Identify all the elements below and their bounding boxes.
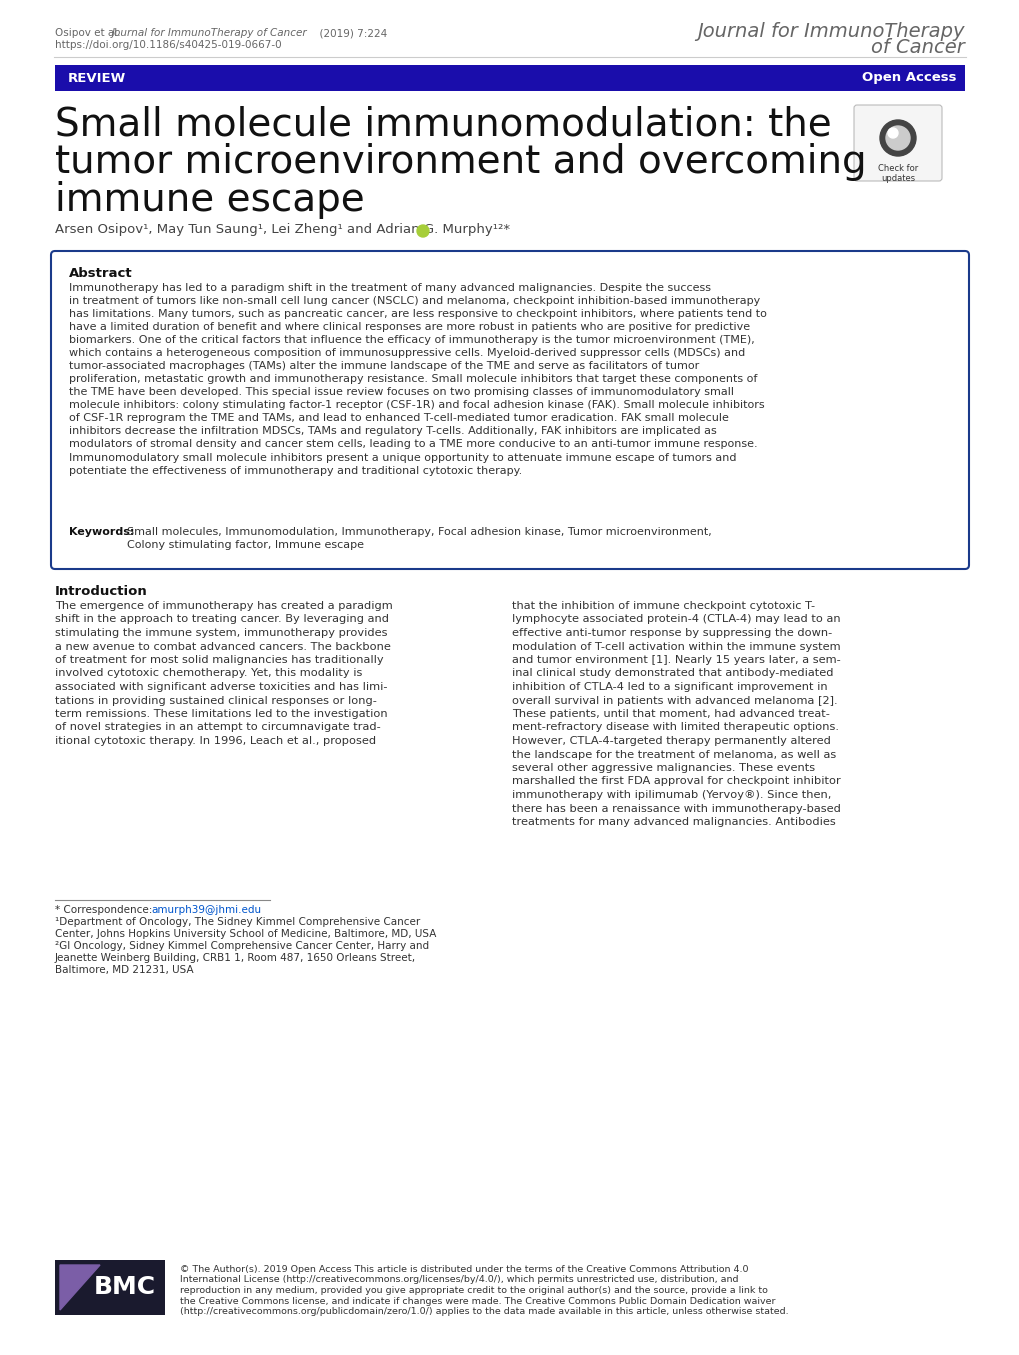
Text: ment-refractory disease with limited therapeutic options.: ment-refractory disease with limited the… [512, 722, 839, 733]
Text: of novel strategies in an attempt to circumnavigate trad-: of novel strategies in an attempt to cir… [55, 722, 380, 733]
Text: and tumor environment [1]. Nearly 15 years later, a sem-: and tumor environment [1]. Nearly 15 yea… [512, 654, 840, 665]
Text: associated with significant adverse toxicities and has limi-: associated with significant adverse toxi… [55, 682, 387, 692]
Text: Check for
updates: Check for updates [877, 164, 917, 183]
Text: Journal for ImmunoTherapy of Cancer: Journal for ImmunoTherapy of Cancer [112, 28, 308, 38]
Text: immunotherapy with ipilimumab (Yervoy®). Since then,: immunotherapy with ipilimumab (Yervoy®).… [512, 790, 830, 799]
Text: Keywords:: Keywords: [69, 527, 135, 537]
Text: modulation of T-cell activation within the immune system: modulation of T-cell activation within t… [512, 641, 840, 652]
Text: of treatment for most solid malignancies has traditionally: of treatment for most solid malignancies… [55, 654, 383, 665]
Text: there has been a renaissance with immunotherapy-based: there has been a renaissance with immuno… [512, 804, 840, 813]
Text: inal clinical study demonstrated that antibody-mediated: inal clinical study demonstrated that an… [512, 668, 833, 679]
Text: marshalled the first FDA approval for checkpoint inhibitor: marshalled the first FDA approval for ch… [512, 776, 840, 786]
Text: Abstract: Abstract [69, 267, 132, 280]
Text: amurph39@jhmi.edu: amurph39@jhmi.edu [151, 905, 261, 915]
Circle shape [879, 121, 915, 156]
Text: inhibition of CTLA-4 led to a significant improvement in: inhibition of CTLA-4 led to a significan… [512, 682, 826, 692]
Text: Jeanette Weinberg Building, CRB1 1, Room 487, 1650 Orleans Street,: Jeanette Weinberg Building, CRB1 1, Room… [55, 953, 416, 963]
Text: a new avenue to combat advanced cancers. The backbone: a new avenue to combat advanced cancers.… [55, 641, 390, 652]
Text: Introduction: Introduction [55, 585, 148, 598]
Bar [55, 1260, 165, 1314]
Text: Center, Johns Hopkins University School of Medicine, Baltimore, MD, USA: Center, Johns Hopkins University School … [55, 930, 436, 939]
Text: (2019) 7:224: (2019) 7:224 [286, 28, 387, 38]
Text: ²GI Oncology, Sidney Kimmel Comprehensive Cancer Center, Harry and: ²GI Oncology, Sidney Kimmel Comprehensiv… [55, 940, 429, 951]
Text: Small molecule immunomodulation: the: Small molecule immunomodulation: the [55, 104, 830, 144]
Text: * Correspondence:: * Correspondence: [55, 905, 156, 915]
Text: © The Author(s). 2019 Open Access This article is distributed under the terms of: © The Author(s). 2019 Open Access This a… [179, 1266, 748, 1274]
Text: term remissions. These limitations led to the investigation: term remissions. These limitations led t… [55, 709, 387, 720]
Text: reproduction in any medium, provided you give appropriate credit to the original: reproduction in any medium, provided you… [179, 1286, 767, 1295]
Text: stimulating the immune system, immunotherapy provides: stimulating the immune system, immunothe… [55, 627, 387, 638]
Text: The emergence of immunotherapy has created a paradigm: The emergence of immunotherapy has creat… [55, 602, 392, 611]
Text: lymphocyte associated protein-4 (CTLA-4) may lead to an: lymphocyte associated protein-4 (CTLA-4)… [512, 615, 840, 625]
Text: effective anti-tumor response by suppressing the down-: effective anti-tumor response by suppres… [512, 627, 832, 638]
Text: ¹Department of Oncology, The Sidney Kimmel Comprehensive Cancer: ¹Department of Oncology, The Sidney Kimm… [55, 917, 420, 927]
Text: the landscape for the treatment of melanoma, as well as: the landscape for the treatment of melan… [512, 749, 836, 760]
Text: several other aggressive malignancies. These events: several other aggressive malignancies. T… [512, 763, 814, 772]
Text: Open Access: Open Access [862, 72, 956, 84]
Circle shape [417, 225, 429, 237]
Text: https://doi.org/10.1186/s40425-019-0667-0: https://doi.org/10.1186/s40425-019-0667-… [55, 41, 281, 50]
Text: of Cancer: of Cancer [870, 38, 964, 57]
Text: tumor microenvironment and overcoming: tumor microenvironment and overcoming [55, 144, 866, 182]
Text: Journal for ImmunoTherapy: Journal for ImmunoTherapy [697, 22, 964, 41]
Text: the Creative Commons license, and indicate if changes were made. The Creative Co: the Creative Commons license, and indica… [179, 1297, 774, 1305]
Text: Baltimore, MD 21231, USA: Baltimore, MD 21231, USA [55, 965, 194, 976]
Circle shape [888, 127, 897, 138]
Text: tations in providing sustained clinical responses or long-: tations in providing sustained clinical … [55, 695, 376, 706]
Text: shift in the approach to treating cancer. By leveraging and: shift in the approach to treating cancer… [55, 615, 388, 625]
Text: These patients, until that moment, had advanced treat-: These patients, until that moment, had a… [512, 709, 829, 720]
Text: However, CTLA-4-targeted therapy permanently altered: However, CTLA-4-targeted therapy permane… [512, 736, 830, 747]
Circle shape [886, 126, 909, 150]
Text: treatments for many advanced malignancies. Antibodies: treatments for many advanced malignancie… [512, 817, 835, 827]
FancyBboxPatch shape [853, 104, 942, 182]
Polygon shape [60, 1266, 100, 1310]
Text: Osipov et al.: Osipov et al. [55, 28, 123, 38]
Text: (http://creativecommons.org/publicdomain/zero/1.0/) applies to the data made ava: (http://creativecommons.org/publicdomain… [179, 1308, 788, 1316]
FancyBboxPatch shape [51, 251, 968, 569]
Text: BMC: BMC [94, 1275, 156, 1299]
Bar [55, 65, 964, 91]
Text: that the inhibition of immune checkpoint cytotoxic T-: that the inhibition of immune checkpoint… [512, 602, 814, 611]
Text: itional cytotoxic therapy. In 1996, Leach et al., proposed: itional cytotoxic therapy. In 1996, Leac… [55, 736, 376, 747]
Text: overall survival in patients with advanced melanoma [2].: overall survival in patients with advanc… [512, 695, 837, 706]
Text: iD: iD [419, 229, 426, 233]
Text: REVIEW: REVIEW [68, 72, 126, 84]
Text: International License (http://creativecommons.org/licenses/by/4.0/), which permi: International License (http://creativeco… [179, 1275, 738, 1285]
Text: Small molecules, Immunomodulation, Immunotherapy, Focal adhesion kinase, Tumor m: Small molecules, Immunomodulation, Immun… [127, 527, 711, 550]
Text: Arsen Osipov¹, May Tun Saung¹, Lei Zheng¹ and Adrian G. Murphy¹²*: Arsen Osipov¹, May Tun Saung¹, Lei Zheng… [55, 224, 510, 236]
Text: immune escape: immune escape [55, 182, 365, 220]
Text: involved cytotoxic chemotherapy. Yet, this modality is: involved cytotoxic chemotherapy. Yet, th… [55, 668, 362, 679]
Text: Immunotherapy has led to a paradigm shift in the treatment of many advanced mali: Immunotherapy has led to a paradigm shif… [69, 283, 766, 476]
